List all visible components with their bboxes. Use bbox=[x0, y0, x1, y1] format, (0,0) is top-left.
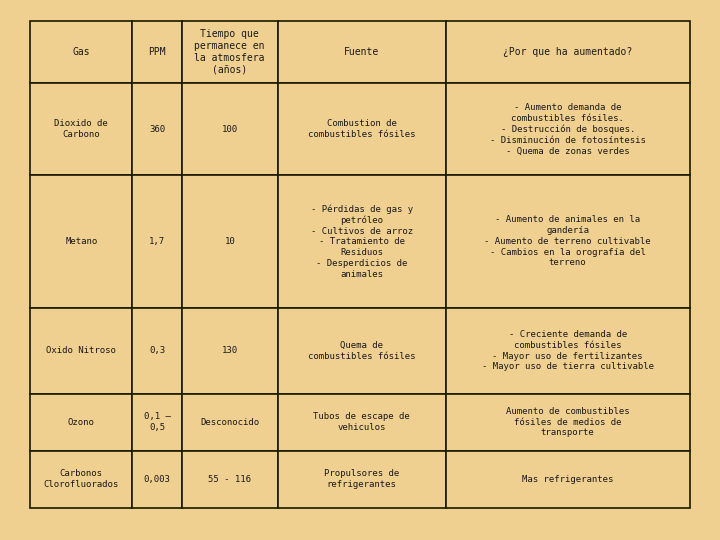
Bar bbox=[30, 394, 132, 451]
Text: Carbonos
Clorofluorados: Carbonos Clorofluorados bbox=[44, 469, 119, 489]
Bar bbox=[278, 175, 446, 308]
Text: - Aumento demanda de
combustibles fósiles.
- Destrucción de bosques.
- Disminuci: - Aumento demanda de combustibles fósile… bbox=[490, 103, 646, 156]
Text: Desconocido: Desconocido bbox=[200, 417, 259, 427]
Text: 100: 100 bbox=[222, 125, 238, 134]
Bar bbox=[278, 21, 446, 83]
Text: Combustion de
combustibles fósiles: Combustion de combustibles fósiles bbox=[308, 119, 415, 139]
Bar bbox=[182, 451, 278, 508]
Bar bbox=[278, 451, 446, 508]
Text: - Creciente demanda de
combustibles fósiles
- Mayor uso de fertilizantes
- Mayor: - Creciente demanda de combustibles fósi… bbox=[482, 330, 654, 372]
Text: 130: 130 bbox=[222, 346, 238, 355]
Bar bbox=[446, 451, 690, 508]
Bar bbox=[182, 394, 278, 451]
Text: 0,003: 0,003 bbox=[144, 475, 171, 484]
Bar bbox=[182, 21, 278, 83]
Text: Propulsores de
refrigerantes: Propulsores de refrigerantes bbox=[324, 469, 400, 489]
Text: Mas refrigerantes: Mas refrigerantes bbox=[522, 475, 613, 484]
Bar bbox=[30, 21, 132, 83]
Bar bbox=[182, 308, 278, 394]
Text: 0,3: 0,3 bbox=[149, 346, 166, 355]
Bar bbox=[132, 21, 182, 83]
Text: Metano: Metano bbox=[66, 237, 97, 246]
Bar bbox=[30, 175, 132, 308]
Text: Fuente: Fuente bbox=[344, 47, 379, 57]
Text: Aumento de combustibles
fósiles de medios de
transporte: Aumento de combustibles fósiles de medio… bbox=[506, 407, 629, 437]
Text: Dioxido de
Carbono: Dioxido de Carbono bbox=[55, 119, 108, 139]
Text: 0,1 –
0,5: 0,1 – 0,5 bbox=[144, 412, 171, 432]
Bar bbox=[446, 175, 690, 308]
Bar bbox=[132, 451, 182, 508]
Bar bbox=[446, 21, 690, 83]
Bar bbox=[30, 451, 132, 508]
Bar bbox=[278, 308, 446, 394]
Bar bbox=[446, 308, 690, 394]
Text: PPM: PPM bbox=[148, 47, 166, 57]
Bar bbox=[132, 175, 182, 308]
Text: Ozono: Ozono bbox=[68, 417, 95, 427]
Text: Gas: Gas bbox=[73, 47, 90, 57]
Bar bbox=[182, 175, 278, 308]
Text: Tiempo que
permanece en
la atmosfera
(años): Tiempo que permanece en la atmosfera (añ… bbox=[194, 29, 265, 75]
Text: 55 - 116: 55 - 116 bbox=[208, 475, 251, 484]
Text: 1,7: 1,7 bbox=[149, 237, 166, 246]
Bar bbox=[446, 394, 690, 451]
Bar bbox=[278, 83, 446, 175]
Bar bbox=[30, 83, 132, 175]
Bar bbox=[30, 308, 132, 394]
Text: Quema de
combustibles fósiles: Quema de combustibles fósiles bbox=[308, 341, 415, 361]
Text: - Aumento de animales en la
gandería
- Aumento de terreno cultivable
- Cambios e: - Aumento de animales en la gandería - A… bbox=[485, 215, 651, 267]
Bar bbox=[132, 83, 182, 175]
Text: ¿Por que ha aumentado?: ¿Por que ha aumentado? bbox=[503, 47, 632, 57]
Text: - Pérdidas de gas y
petróleo
- Cultivos de arroz
- Tratamiento de
Residuos
- Des: - Pérdidas de gas y petróleo - Cultivos … bbox=[310, 204, 413, 279]
Text: Oxido Nitroso: Oxido Nitroso bbox=[46, 346, 117, 355]
Bar bbox=[182, 83, 278, 175]
Bar bbox=[446, 83, 690, 175]
Bar bbox=[278, 394, 446, 451]
Text: 10: 10 bbox=[225, 237, 235, 246]
Bar bbox=[132, 308, 182, 394]
Text: Tubos de escape de
vehiculos: Tubos de escape de vehiculos bbox=[313, 412, 410, 432]
Bar bbox=[132, 394, 182, 451]
Text: 360: 360 bbox=[149, 125, 166, 134]
